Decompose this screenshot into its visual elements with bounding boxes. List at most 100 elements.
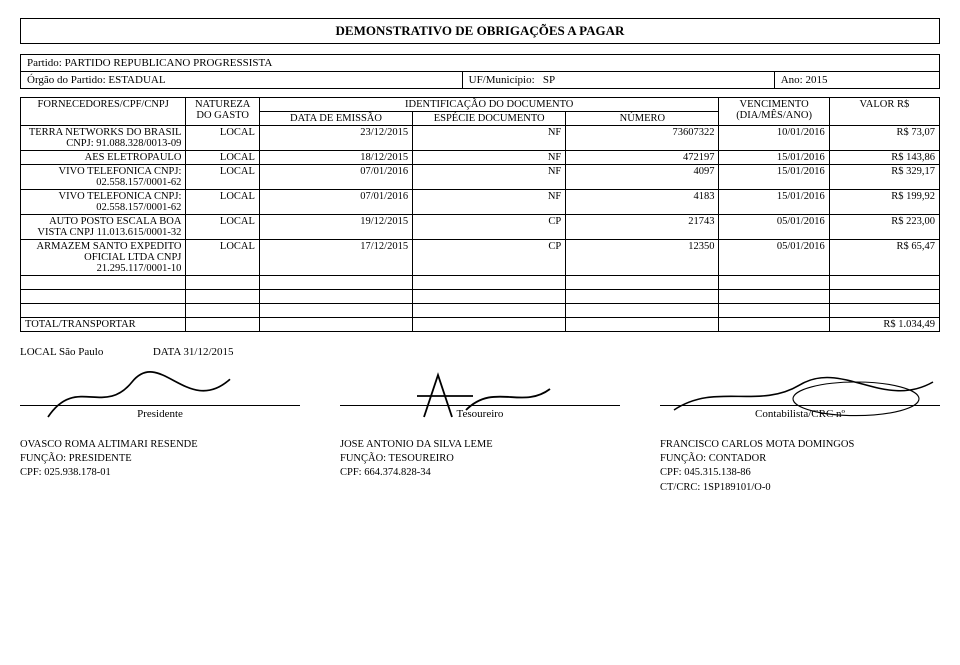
- signer-tesoureiro: JOSE ANTONIO DA SILVA LEME FUNÇÃO: TESOU…: [340, 438, 620, 495]
- table-row: TERRA NETWORKS DO BRASIL CNPJ: 91.088.32…: [21, 126, 940, 151]
- cell-especie: CP: [413, 240, 566, 276]
- th-vencimento: VENCIMENTO (DIA/MÊS/ANO): [719, 98, 829, 126]
- orgao-label: Órgão do Partido:: [27, 74, 106, 86]
- cell-vencimento: 05/01/2016: [719, 215, 829, 240]
- uf-value: SP: [543, 74, 555, 86]
- cell-numero: 4183: [566, 190, 719, 215]
- signer-name: JOSE ANTONIO DA SILVA LEME: [340, 438, 620, 452]
- signer-crc: CT/CRC: 1SP189101/O-0: [660, 481, 940, 495]
- cell-fornecedor: AUTO POSTO ESCALA BOA VISTA CNPJ 11.013.…: [21, 215, 186, 240]
- sig-col-presidente: Presidente: [20, 368, 300, 420]
- cell-vencimento: 15/01/2016: [719, 190, 829, 215]
- signature-mark-icon: [660, 368, 940, 424]
- cell-especie: NF: [413, 190, 566, 215]
- sig-col-tesoureiro: Tesoureiro: [340, 368, 620, 420]
- sig-data-label: DATA: [153, 346, 181, 358]
- th-especie: ESPÉCIE DOCUMENTO: [413, 112, 566, 126]
- total-label: TOTAL/TRANSPORTAR: [21, 318, 186, 332]
- sig-data-value: 31/12/2015: [183, 346, 233, 358]
- cell-numero: 472197: [566, 151, 719, 165]
- cell-natureza: LOCAL: [186, 190, 260, 215]
- cell-valor: R$ 65,47: [829, 240, 939, 276]
- cell-fornecedor: VIVO TELEFONICA CNPJ: 02.558.157/0001-62: [21, 190, 186, 215]
- table-row: VIVO TELEFONICA CNPJ: 02.558.157/0001-62…: [21, 190, 940, 215]
- cell-especie: CP: [413, 215, 566, 240]
- cell-vencimento: 05/01/2016: [719, 240, 829, 276]
- signer-names: OVASCO ROMA ALTIMARI RESENDE FUNÇÃO: PRE…: [20, 438, 940, 495]
- signer-cpf: CPF: 025.938.178-01: [20, 466, 300, 480]
- th-data-emissao: DATA DE EMISSÃO: [259, 112, 412, 126]
- signature-mark-icon: [20, 368, 300, 424]
- cell-fornecedor: TERRA NETWORKS DO BRASIL CNPJ: 91.088.32…: [21, 126, 186, 151]
- signature-area: LOCAL São Paulo DATA 31/12/2015 Presiden…: [20, 346, 940, 495]
- th-ident: IDENTIFICAÇÃO DO DOCUMENTO: [259, 98, 719, 112]
- table-row-empty: [21, 304, 940, 318]
- uf-label: UF/Município:: [469, 74, 535, 86]
- meta-box: Partido: PARTIDO REPUBLICANO PROGRESSIST…: [20, 54, 940, 89]
- page-title: DEMONSTRATIVO DE OBRIGAÇÕES A PAGAR: [20, 18, 940, 44]
- ano-value: 2015: [805, 74, 827, 86]
- cell-especie: NF: [413, 151, 566, 165]
- cell-valor: R$ 223,00: [829, 215, 939, 240]
- table-row: AES ELETROPAULOLOCAL18/12/2015NF47219715…: [21, 151, 940, 165]
- signer-cpf: CPF: 045.315.138-86: [660, 466, 940, 480]
- cell-vencimento: 15/01/2016: [719, 151, 829, 165]
- signer-contabilista: FRANCISCO CARLOS MOTA DOMINGOS FUNÇÃO: C…: [660, 438, 940, 495]
- th-fornecedor: FORNECEDORES/CPF/CNPJ: [21, 98, 186, 126]
- cell-valor: R$ 329,17: [829, 165, 939, 190]
- signature-mark-icon: [340, 368, 620, 424]
- orgao-value: ESTADUAL: [108, 74, 165, 86]
- cell-numero: 12350: [566, 240, 719, 276]
- sig-local-value: São Paulo: [59, 346, 103, 358]
- meta-uf: UF/Município: SP: [462, 72, 774, 88]
- table-row-empty: [21, 290, 940, 304]
- table-row-empty: [21, 276, 940, 290]
- signer-name: OVASCO ROMA ALTIMARI RESENDE: [20, 438, 300, 452]
- th-numero: NÚMERO: [566, 112, 719, 126]
- cell-fornecedor: AES ELETROPAULO: [21, 151, 186, 165]
- cell-data: 18/12/2015: [259, 151, 412, 165]
- th-valor: VALOR R$: [829, 98, 939, 126]
- cell-numero: 4097: [566, 165, 719, 190]
- cell-data: 23/12/2015: [259, 126, 412, 151]
- cell-valor: R$ 73,07: [829, 126, 939, 151]
- signer-cpf: CPF: 664.374.828-34: [340, 466, 620, 480]
- cell-data: 17/12/2015: [259, 240, 412, 276]
- meta-ano: Ano: 2015: [774, 72, 939, 88]
- cell-fornecedor: VIVO TELEFONICA CNPJ: 02.558.157/0001-62: [21, 165, 186, 190]
- cell-especie: NF: [413, 126, 566, 151]
- meta-orgao: Órgão do Partido: ESTADUAL: [21, 72, 462, 88]
- cell-natureza: LOCAL: [186, 215, 260, 240]
- obligations-table: FORNECEDORES/CPF/CNPJ NATUREZA DO GASTO …: [20, 97, 940, 332]
- partido-value: PARTIDO REPUBLICANO PROGRESSISTA: [65, 57, 273, 69]
- cell-natureza: LOCAL: [186, 151, 260, 165]
- table-row: ARMAZEM SANTO EXPEDITO OFICIAL LTDA CNPJ…: [21, 240, 940, 276]
- cell-data: 19/12/2015: [259, 215, 412, 240]
- cell-vencimento: 15/01/2016: [719, 165, 829, 190]
- total-value: R$ 1.034,49: [829, 318, 939, 332]
- ano-label: Ano:: [781, 74, 803, 86]
- cell-especie: NF: [413, 165, 566, 190]
- cell-natureza: LOCAL: [186, 165, 260, 190]
- cell-numero: 21743: [566, 215, 719, 240]
- table-row-total: TOTAL/TRANSPORTAR R$ 1.034,49: [21, 318, 940, 332]
- cell-vencimento: 10/01/2016: [719, 126, 829, 151]
- cell-valor: R$ 143,86: [829, 151, 939, 165]
- th-natureza: NATUREZA DO GASTO: [186, 98, 260, 126]
- signer-func: FUNÇÃO: CONTADOR: [660, 452, 940, 466]
- sig-col-contabilista: Contabilista/CRC nº: [660, 368, 940, 420]
- cell-valor: R$ 199,92: [829, 190, 939, 215]
- cell-numero: 73607322: [566, 126, 719, 151]
- cell-data: 07/01/2016: [259, 190, 412, 215]
- meta-partido: Partido: PARTIDO REPUBLICANO PROGRESSIST…: [21, 55, 939, 71]
- partido-label: Partido:: [27, 57, 62, 69]
- signer-presidente: OVASCO ROMA ALTIMARI RESENDE FUNÇÃO: PRE…: [20, 438, 300, 495]
- sig-local-label: LOCAL: [20, 346, 56, 358]
- cell-natureza: LOCAL: [186, 126, 260, 151]
- signer-func: FUNÇÃO: TESOUREIRO: [340, 452, 620, 466]
- cell-fornecedor: ARMAZEM SANTO EXPEDITO OFICIAL LTDA CNPJ…: [21, 240, 186, 276]
- table-row: AUTO POSTO ESCALA BOA VISTA CNPJ 11.013.…: [21, 215, 940, 240]
- cell-data: 07/01/2016: [259, 165, 412, 190]
- signer-name: FRANCISCO CARLOS MOTA DOMINGOS: [660, 438, 940, 452]
- signer-func: FUNÇÃO: PRESIDENTE: [20, 452, 300, 466]
